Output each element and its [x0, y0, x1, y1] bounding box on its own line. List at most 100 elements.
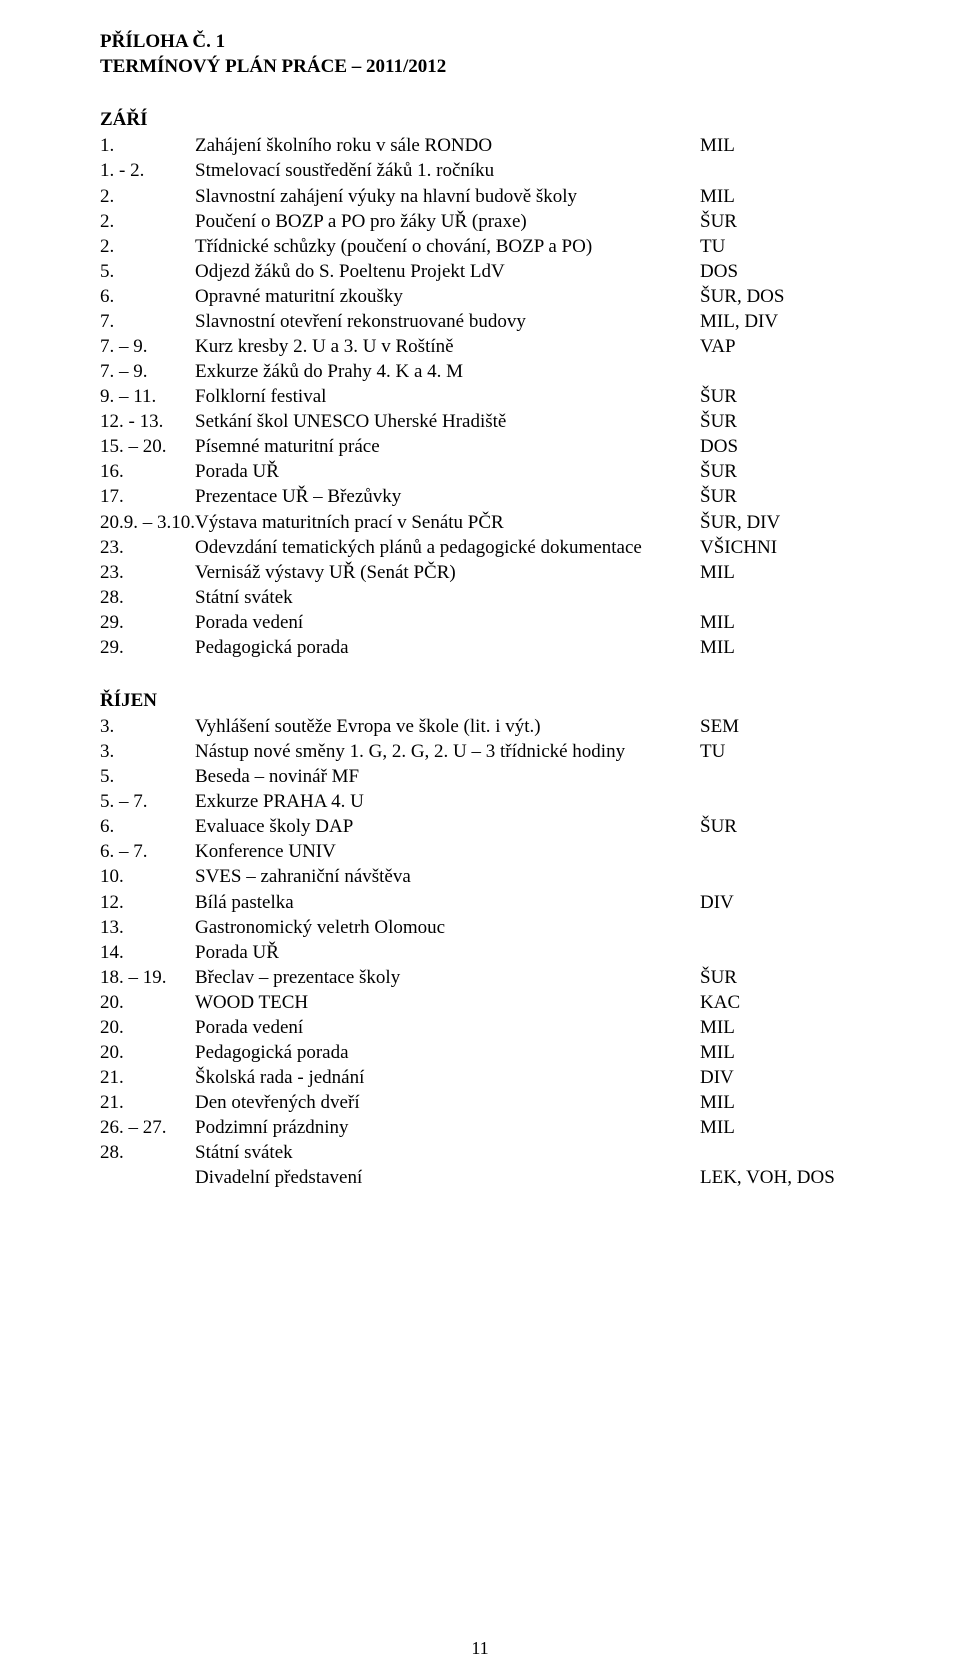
row-number: 1. - 2. [100, 158, 195, 183]
row-description: Poučení o BOZP a PO pro žáky UŘ (praxe) [195, 209, 700, 234]
row-code: LEK, VOH, DOS [700, 1165, 860, 1190]
row-number: 3. [100, 714, 195, 739]
row-code: MIL [700, 1115, 860, 1140]
schedule-row: 7. – 9.Kurz kresby 2. U a 3. U v Roštíně… [100, 334, 860, 359]
schedule-row: 5.Beseda – novinář MF [100, 764, 860, 789]
row-description: Pedagogická porada [195, 1040, 700, 1065]
row-code: MIL [700, 1040, 860, 1065]
row-description: Písemné maturitní práce [195, 434, 700, 459]
section-title: ZÁŘÍ [100, 109, 860, 131]
row-description: Den otevřených dveří [195, 1090, 700, 1115]
row-description: Porada UŘ [195, 459, 700, 484]
row-number: 12. - 13. [100, 409, 195, 434]
schedule-row: 3.Vyhlášení soutěže Evropa ve škole (lit… [100, 714, 860, 739]
row-number: 15. – 20. [100, 434, 195, 459]
row-description: Opravné maturitní zkoušky [195, 284, 700, 309]
row-code: MIL [700, 1015, 860, 1040]
row-code [700, 940, 860, 965]
row-number: 29. [100, 635, 195, 660]
schedule-row: 2.Poučení o BOZP a PO pro žáky UŘ (praxe… [100, 209, 860, 234]
row-description: WOOD TECH [195, 990, 700, 1015]
row-description: Gastronomický veletrh Olomouc [195, 915, 700, 940]
row-code: ŠUR [700, 409, 860, 434]
schedule-row: 26. – 27.Podzimní prázdninyMIL [100, 1115, 860, 1140]
row-code: MIL [700, 610, 860, 635]
row-description: Státní svátek [195, 1140, 700, 1165]
row-code: MIL [700, 1090, 860, 1115]
row-description: Vernisáž výstavy UŘ (Senát PČR) [195, 560, 700, 585]
section-title: ŘÍJEN [100, 690, 860, 712]
row-number: 2. [100, 209, 195, 234]
page-number: 11 [0, 1638, 960, 1659]
row-code: TU [700, 739, 860, 764]
row-code: MIL [700, 133, 860, 158]
row-number: 7. [100, 309, 195, 334]
schedule-row: 20.Porada vedeníMIL [100, 1015, 860, 1040]
row-code [700, 585, 860, 610]
row-number: 10. [100, 864, 195, 889]
schedule-row: 10.SVES – zahraniční návštěva [100, 864, 860, 889]
row-description: Exkurze žáků do Prahy 4. K a 4. M [195, 359, 700, 384]
row-description: Bílá pastelka [195, 890, 700, 915]
row-number: 5. – 7. [100, 789, 195, 814]
row-code: DIV [700, 890, 860, 915]
row-number: 26. – 27. [100, 1115, 195, 1140]
row-description: Slavnostní otevření rekonstruované budov… [195, 309, 700, 334]
row-number: 20. [100, 990, 195, 1015]
row-description: Zahájení školního roku v sále RONDO [195, 133, 700, 158]
row-number: 21. [100, 1065, 195, 1090]
row-number: 20. [100, 1040, 195, 1065]
row-number: 28. [100, 585, 195, 610]
schedule-row: 20.WOOD TECHKAC [100, 990, 860, 1015]
sections-container: ZÁŘÍ1.Zahájení školního roku v sále ROND… [100, 109, 860, 1190]
row-number: 6. [100, 814, 195, 839]
row-number: 5. [100, 764, 195, 789]
schedule-row: 29.Pedagogická poradaMIL [100, 635, 860, 660]
row-code: ŠUR [700, 209, 860, 234]
schedule-row: 2.Třídnické schůzky (poučení o chování, … [100, 234, 860, 259]
row-description: Konference UNIV [195, 839, 700, 864]
row-code: ŠUR [700, 814, 860, 839]
row-number: 7. – 9. [100, 359, 195, 384]
schedule-row: 21.Den otevřených dveříMIL [100, 1090, 860, 1115]
row-number: 13. [100, 915, 195, 940]
row-code: DOS [700, 259, 860, 284]
row-number: 16. [100, 459, 195, 484]
row-code [700, 839, 860, 864]
row-description: Odjezd žáků do S. Poeltenu Projekt LdV [195, 259, 700, 284]
row-code: ŠUR [700, 965, 860, 990]
row-code: VAP [700, 334, 860, 359]
row-number: 6. – 7. [100, 839, 195, 864]
schedule-row: 13.Gastronomický veletrh Olomouc [100, 915, 860, 940]
row-number: 6. [100, 284, 195, 309]
row-number [100, 1165, 195, 1190]
row-code: ŠUR, DOS [700, 284, 860, 309]
row-code: TU [700, 234, 860, 259]
schedule-row: 20.Pedagogická poradaMIL [100, 1040, 860, 1065]
row-number: 21. [100, 1090, 195, 1115]
row-number: 28. [100, 1140, 195, 1165]
row-description: Třídnické schůzky (poučení o chování, BO… [195, 234, 700, 259]
schedule-row: 23.Odevzdání tematických plánů a pedagog… [100, 535, 860, 560]
row-description: Folklorní festival [195, 384, 700, 409]
schedule-row: 6. – 7.Konference UNIV [100, 839, 860, 864]
row-description: Porada vedení [195, 610, 700, 635]
row-code: DIV [700, 1065, 860, 1090]
document-page: PŘÍLOHA Č. 1 TERMÍNOVÝ PLÁN PRÁCE – 2011… [0, 0, 960, 1679]
row-code: ŠUR [700, 384, 860, 409]
schedule-row: 6.Opravné maturitní zkouškyŠUR, DOS [100, 284, 860, 309]
schedule-row: 1. - 2.Stmelovací soustředění žáků 1. ro… [100, 158, 860, 183]
schedule-row: Divadelní představeníLEK, VOH, DOS [100, 1165, 860, 1190]
row-code: DOS [700, 434, 860, 459]
row-number: 12. [100, 890, 195, 915]
row-number: 20.9. – 3.10. [100, 510, 195, 535]
schedule-row: 20.9. – 3.10.Výstava maturitních prací v… [100, 510, 860, 535]
row-code: MIL [700, 560, 860, 585]
schedule-row: 7.Slavnostní otevření rekonstruované bud… [100, 309, 860, 334]
row-number: 23. [100, 535, 195, 560]
row-number: 2. [100, 184, 195, 209]
row-code [700, 789, 860, 814]
row-code: MIL [700, 635, 860, 660]
schedule-row: 28.Státní svátek [100, 585, 860, 610]
row-description: Evaluace školy DAP [195, 814, 700, 839]
